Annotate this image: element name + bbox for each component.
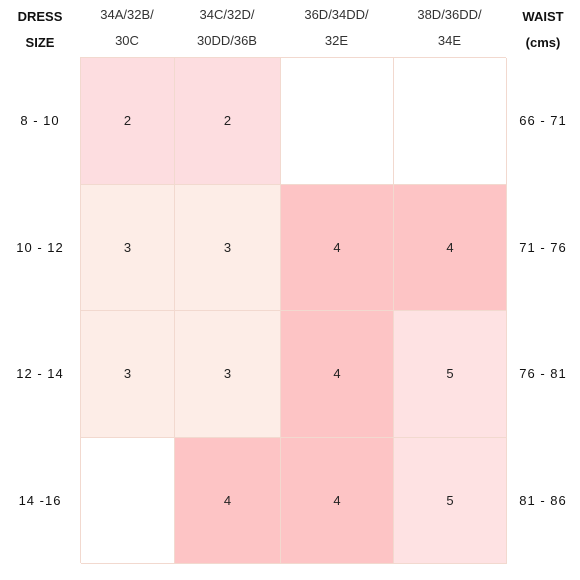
grid-cell: 2 — [175, 58, 281, 185]
column-header-4-line2: 34E — [437, 33, 462, 48]
column-header-1-line2: 30C — [115, 33, 139, 48]
waist-header-line2: (cms) — [525, 35, 561, 50]
grid-cell: 3 — [175, 311, 281, 438]
grid-cell: 4 — [281, 437, 394, 564]
grid-cell: 5 — [394, 437, 507, 564]
grid-cell: 4 — [281, 184, 394, 311]
dress-size-row-4: 14 -16 — [18, 492, 62, 508]
dress-size-row-2: 10 - 12 — [16, 239, 64, 255]
waist-header: WAIST (cms) — [506, 4, 580, 56]
grid-cell — [81, 437, 175, 564]
column-header-2-line2: 30DD/36B — [197, 33, 257, 48]
dress-size-header-line1: DRESS — [17, 9, 63, 24]
grid-cell: 2 — [81, 58, 175, 185]
grid-cell: 4 — [175, 437, 281, 564]
dress-size-header: DRESS SIZE — [0, 4, 80, 56]
column-header-1: 34A/32B/ 30C — [80, 0, 174, 56]
dress-size-row-1: 8 - 10 — [20, 112, 60, 128]
waist-row-2: 71 - 76 — [519, 239, 567, 255]
dress-size-row-3: 12 - 14 — [16, 365, 64, 381]
column-header-4-line1: 38D/36DD/ — [417, 7, 482, 22]
grid-cell — [281, 58, 394, 185]
waist-row-1: 66 - 71 — [519, 112, 567, 128]
waist-row-4: 81 - 86 — [519, 492, 567, 508]
column-header-2: 34C/32D/ 30DD/36B — [174, 0, 280, 56]
column-header-3: 36D/34DD/ 32E — [280, 0, 393, 56]
column-header-3-line1: 36D/34DD/ — [304, 7, 369, 22]
grid-cell: 4 — [281, 311, 394, 438]
waist-header-line1: WAIST — [522, 9, 564, 24]
column-header-2-line1: 34C/32D/ — [199, 7, 255, 22]
column-header-4: 38D/36DD/ 34E — [393, 0, 506, 56]
grid-cell: 4 — [394, 184, 507, 311]
grid-cell — [394, 58, 507, 185]
size-grid: 2 2 3 3 4 4 3 3 4 5 4 4 5 — [80, 57, 507, 564]
grid-cell: 3 — [81, 184, 175, 311]
grid-cell: 3 — [81, 311, 175, 438]
waist-row-3: 76 - 81 — [519, 365, 567, 381]
grid-cell: 3 — [175, 184, 281, 311]
grid-cell: 5 — [394, 311, 507, 438]
column-header-3-line2: 32E — [324, 33, 349, 48]
column-header-1-line1: 34A/32B/ — [100, 7, 154, 22]
dress-size-header-line2: SIZE — [25, 35, 55, 50]
